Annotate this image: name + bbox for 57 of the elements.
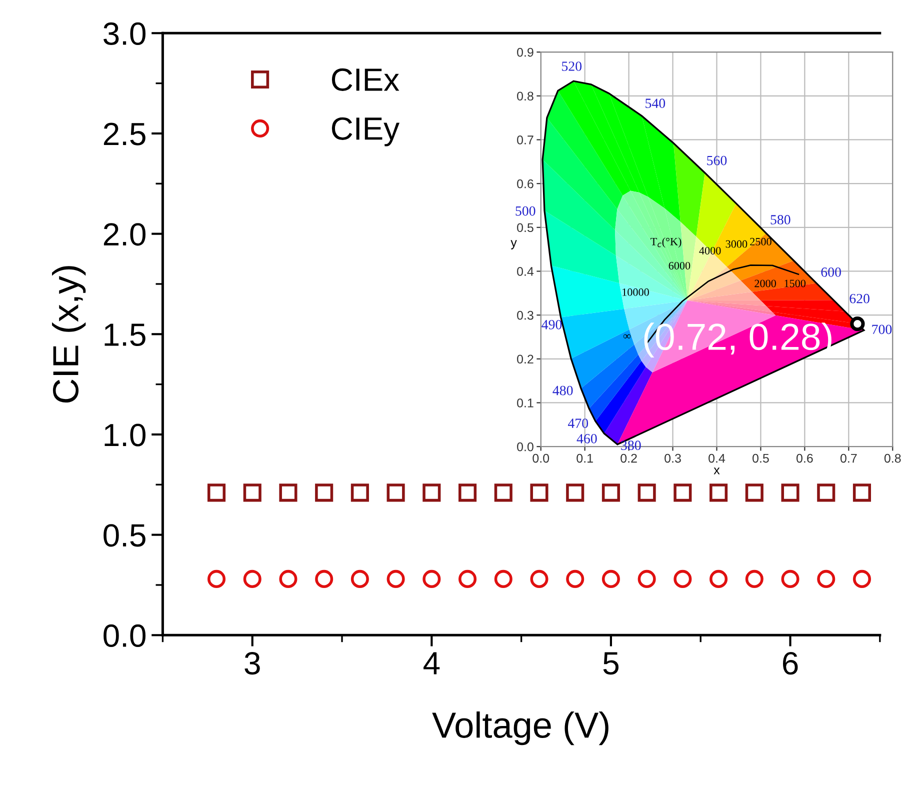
annotation: T$_{c}$(°K) <box>650 238 682 248</box>
x-tick-label: 0.6 <box>796 454 813 463</box>
annotation: 490 <box>542 320 562 330</box>
y-tick-label: 0.8 <box>517 92 534 101</box>
y-tick-label: 0.0 <box>104 624 146 648</box>
annotation: 470 <box>568 418 588 428</box>
annotation: 520 <box>562 62 582 71</box>
x-axis-title: x <box>714 468 720 474</box>
y-axis-title: CIE (x,y) <box>52 266 86 403</box>
annotation: 6000 <box>668 262 690 270</box>
annotation: 560 <box>707 156 727 166</box>
y-tick-label: 0.4 <box>517 267 534 276</box>
annotation: 2500 <box>750 238 772 246</box>
x-tick-label: 0.8 <box>884 454 901 463</box>
y-tick-label: 0.9 <box>517 48 534 57</box>
x-tick-label: 0.7 <box>840 454 857 463</box>
annotation: 10000 <box>622 288 649 296</box>
legend-label: CIEy <box>332 117 400 146</box>
legend-label: CIEx <box>332 68 400 92</box>
x-tick-label: 5 <box>603 652 619 675</box>
y-tick-label: 3.0 <box>104 22 146 46</box>
annotation: ∞ <box>624 334 631 338</box>
x-tick-label: 6 <box>783 652 798 675</box>
y-tick-label: 2.5 <box>104 122 146 146</box>
annotation: 1500 <box>784 280 806 288</box>
y-tick-label: 0.5 <box>517 223 534 232</box>
y-tick-label: 2.0 <box>104 223 146 246</box>
y-tick-label: 1.5 <box>104 324 146 346</box>
x-tick-label: 0.5 <box>752 454 769 463</box>
x-tick-label: 0.4 <box>708 454 726 463</box>
annotation: 460 <box>576 434 597 444</box>
y-tick-label: 0.5 <box>104 524 146 547</box>
annotation: 2000 <box>754 280 776 288</box>
annotation: 580 <box>770 215 790 224</box>
annotation: 500 <box>516 206 536 216</box>
x-tick-label: 0.2 <box>620 454 637 463</box>
x-tick-label: 0.3 <box>664 454 681 463</box>
annotation: 600 <box>821 267 841 277</box>
annotation: 700 <box>872 324 892 334</box>
annotation: 620 <box>850 294 870 304</box>
x-tick-label: 4 <box>424 652 440 674</box>
y-tick-label: 1.0 <box>104 424 146 446</box>
y-tick-label: 0.7 <box>517 136 534 144</box>
x-tick-label: 0.0 <box>532 454 550 463</box>
x-tick-label: 3 <box>244 652 260 675</box>
x-axis-title: Voltage (V) <box>432 711 608 746</box>
annotation: 3000 <box>726 240 748 248</box>
y-tick-label: 0.6 <box>517 179 534 188</box>
y-tick-label: 0.0 <box>517 442 534 452</box>
y-axis-title: y <box>510 240 517 250</box>
annotation: 540 <box>646 98 666 108</box>
annotation: 380 <box>621 440 641 450</box>
x-tick-label: 0.1 <box>576 454 593 463</box>
y-tick-label: 0.3 <box>517 310 534 320</box>
y-tick-label: 0.2 <box>517 354 534 364</box>
annotation: 480 <box>552 386 573 396</box>
y-tick-label: 0.1 <box>517 398 534 408</box>
